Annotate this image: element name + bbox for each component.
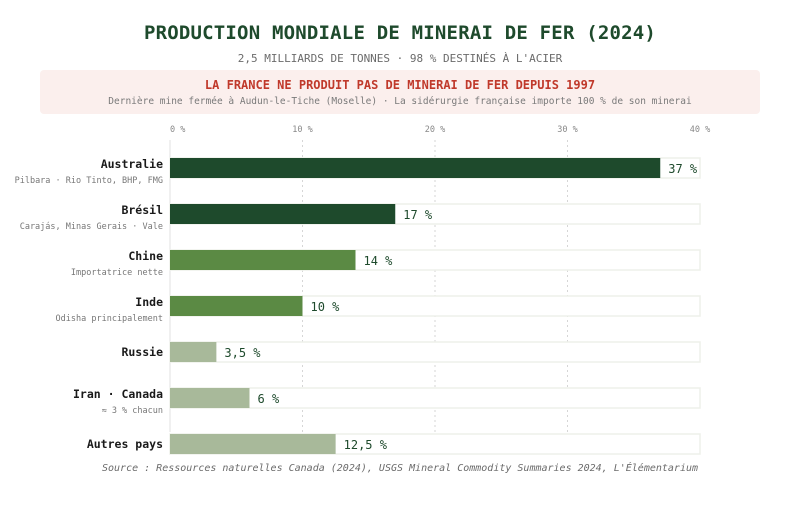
category-sublabel: Pilbara · Rio Tinto, BHP, FMG — [15, 176, 163, 186]
category-label: Russie — [121, 345, 163, 359]
bar-value-label: 3,5 % — [224, 346, 261, 360]
x-tick-label: 0 % — [170, 125, 185, 135]
chart-title: PRODUCTION MONDIALE DE MINERAI DE FER (2… — [143, 22, 657, 44]
bar — [170, 434, 336, 454]
alert-subtitle: Dernière mine fermée à Audun-le-Tiche (M… — [108, 96, 692, 107]
bar-value-label: 6 % — [258, 392, 280, 406]
bar — [170, 250, 356, 270]
bar-value-label: 17 % — [403, 208, 433, 222]
alert-title: LA FRANCE NE PRODUIT PAS DE MINERAI DE F… — [204, 78, 596, 92]
chart-subtitle: 2,5 MILLIARDS DE TONNES · 98 % DESTINÉS … — [237, 52, 563, 65]
x-tick-label: 40 % — [690, 125, 710, 135]
bar-chart: 0 % 10 % 20 % 30 % 40 % 37 % Australie Pilbara … — [15, 125, 710, 455]
x-tick-label: 10 % — [292, 125, 312, 135]
x-tick-label: 30 % — [557, 125, 577, 135]
source-note: Source : Ressources naturelles Canada (2… — [101, 463, 699, 474]
bar — [170, 388, 250, 408]
bar — [170, 158, 661, 178]
bar — [170, 296, 303, 316]
category-label: Chine — [128, 249, 163, 263]
bar-value-label: 12,5 % — [344, 438, 388, 452]
category-sublabel: Carajás, Minas Gerais · Vale — [20, 222, 163, 232]
category-sublabel: Importatrice nette — [71, 268, 163, 278]
alert-banner: LA FRANCE NE PRODUIT PAS DE MINERAI DE F… — [40, 70, 760, 114]
category-label: Iran · Canada — [73, 387, 163, 401]
bar-value-label: 37 % — [668, 162, 698, 176]
x-tick-label: 20 % — [425, 125, 445, 135]
category-label: Brésil — [121, 203, 163, 217]
category-label: Australie — [101, 157, 163, 171]
bar — [170, 204, 396, 224]
bar-value-label: 10 % — [311, 300, 341, 314]
bar-value-label: 14 % — [364, 254, 394, 268]
category-label: Inde — [135, 295, 163, 309]
category-label: Autres pays — [87, 437, 163, 451]
category-sublabel: ≈ 3 % chacun — [102, 406, 163, 416]
category-sublabel: Odisha principalement — [56, 314, 163, 324]
bar — [170, 342, 217, 362]
